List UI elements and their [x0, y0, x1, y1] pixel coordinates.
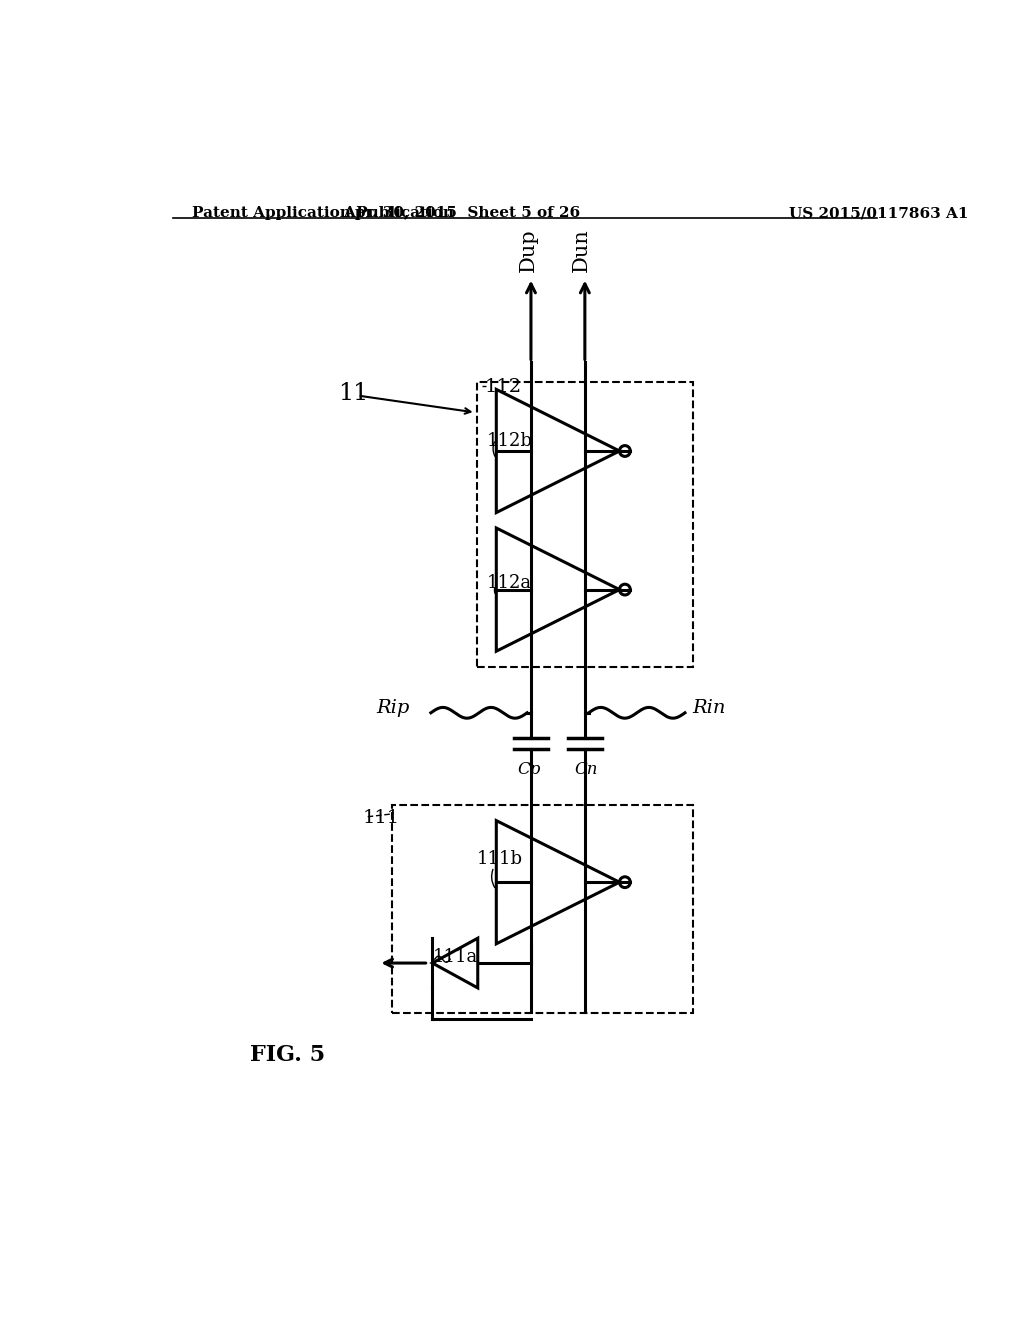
- Text: 11: 11: [339, 381, 369, 405]
- Text: 112a: 112a: [486, 574, 531, 593]
- Text: 111: 111: [364, 809, 400, 828]
- Text: Apr. 30, 2015  Sheet 5 of 26: Apr. 30, 2015 Sheet 5 of 26: [343, 206, 581, 220]
- Text: Cn: Cn: [574, 760, 598, 777]
- Text: 111b: 111b: [477, 850, 523, 867]
- Text: 111a: 111a: [432, 948, 477, 966]
- Text: 112: 112: [484, 378, 522, 396]
- Text: FIG. 5: FIG. 5: [250, 1044, 325, 1067]
- Text: Rin: Rin: [692, 700, 726, 717]
- Text: 112b: 112b: [486, 432, 532, 450]
- Text: Dup: Dup: [518, 228, 538, 272]
- Text: Cp: Cp: [518, 760, 541, 777]
- Text: US 2015/0117863 A1: US 2015/0117863 A1: [788, 206, 969, 220]
- Text: Rip: Rip: [376, 700, 410, 717]
- Bar: [392, 805, 692, 1014]
- Text: Dun: Dun: [572, 228, 591, 272]
- Bar: [477, 381, 692, 667]
- Text: Patent Application Publication: Patent Application Publication: [193, 206, 455, 220]
